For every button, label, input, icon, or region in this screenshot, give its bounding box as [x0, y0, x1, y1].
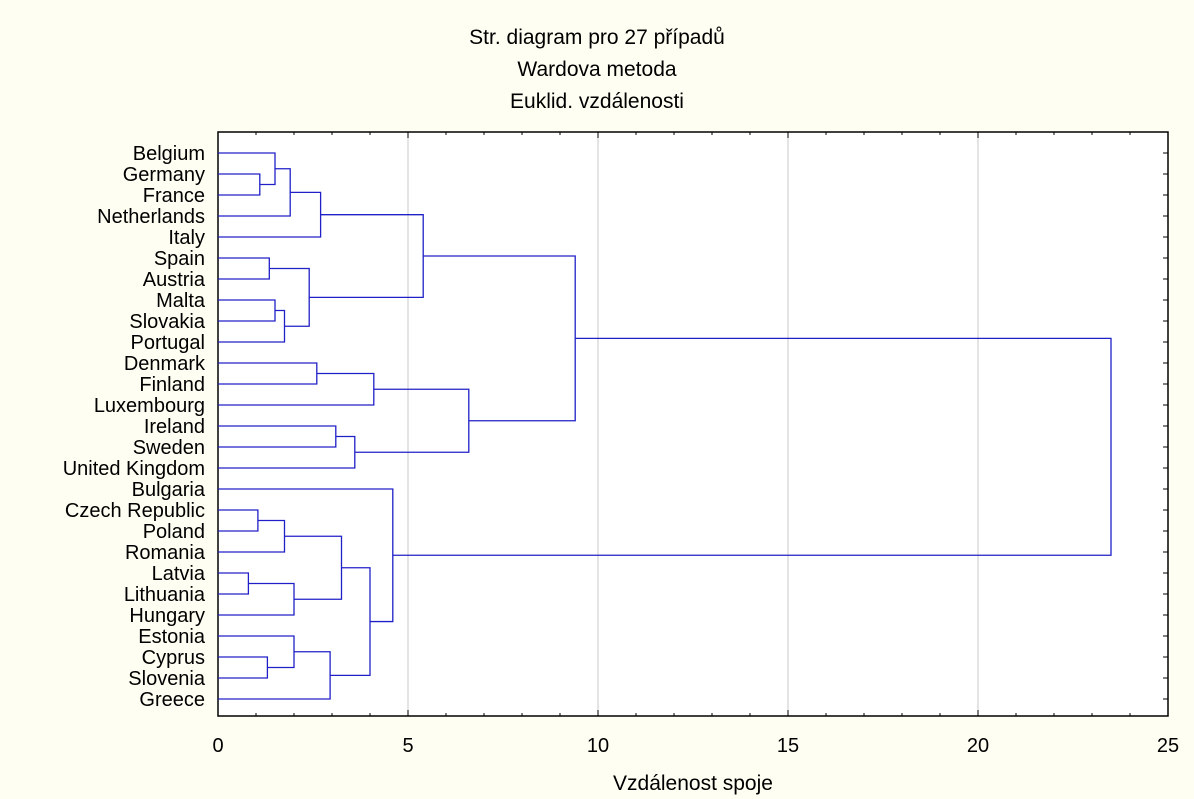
- leaf-label: Netherlands: [97, 206, 205, 228]
- x-tick-label: 5: [402, 735, 413, 757]
- x-tick-label: 0: [212, 735, 223, 757]
- x-tick-label: 25: [1157, 735, 1179, 757]
- leaf-label: Greece: [139, 689, 205, 711]
- leaf-label: Sweden: [133, 437, 205, 459]
- leaf-label: France: [143, 185, 205, 207]
- leaf-label: Hungary: [129, 605, 205, 627]
- leaf-label: Cyprus: [142, 647, 205, 669]
- leaf-label: Italy: [168, 227, 205, 249]
- x-tick-label: 15: [777, 735, 799, 757]
- leaf-label: Portugal: [131, 332, 206, 354]
- leaf-label: Austria: [143, 269, 206, 291]
- leaf-label: Lithuania: [124, 584, 206, 606]
- leaf-label: Belgium: [133, 143, 205, 165]
- plot-area: [218, 132, 1168, 716]
- leaf-label: Estonia: [138, 626, 206, 648]
- leaf-label: Latvia: [152, 563, 206, 585]
- leaf-label: Ireland: [144, 416, 205, 438]
- leaf-label: Slovenia: [128, 668, 206, 690]
- leaf-label: Bulgaria: [132, 479, 206, 501]
- leaf-label: Romania: [125, 542, 206, 564]
- x-tick-label: 20: [967, 735, 989, 757]
- leaf-label: United Kingdom: [63, 458, 205, 480]
- leaf-label: Slovakia: [129, 311, 205, 333]
- leaf-label: Poland: [143, 521, 205, 543]
- leaf-label: Spain: [154, 248, 205, 270]
- leaf-label: Luxembourg: [94, 395, 205, 417]
- leaf-label: Czech Republic: [65, 500, 205, 522]
- leaf-label: Malta: [156, 290, 206, 312]
- x-axis-title: Vzdálenost spoje: [613, 772, 773, 795]
- leaf-label: Germany: [123, 164, 205, 186]
- leaf-label: Denmark: [124, 353, 206, 375]
- x-tick-label: 10: [587, 735, 609, 757]
- leaf-label: Finland: [139, 374, 205, 396]
